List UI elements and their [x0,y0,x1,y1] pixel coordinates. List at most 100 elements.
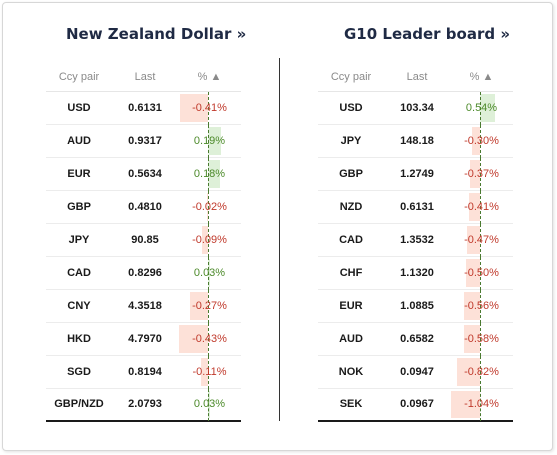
table-row[interactable]: CNY 4.3518 -0.27% [46,289,241,323]
last-price-cell: 0.9317 [112,124,178,158]
pct-change-cell: 0.03% [178,256,241,290]
zero-line [208,223,209,257]
pct-change-value: -0.43% [192,332,227,345]
ccy-pair-cell: AUD [46,124,112,158]
pct-change-value: -0.30% [464,134,499,147]
ccy-pair-cell: SGD [46,355,112,389]
table-header-row: Ccy pair Last % ▲ [46,63,241,92]
zero-line [208,256,209,290]
table-row[interactable]: CAD 1.3532 -0.47% [318,223,513,257]
header-ccy-pair[interactable]: Ccy pair [318,63,384,92]
positive-change-bar [208,159,221,188]
table-row[interactable]: JPY 90.85 -0.09% [46,223,241,257]
pct-change-value: -1.04% [464,398,499,411]
zero-line [208,124,209,158]
header-pct-sort[interactable]: % ▲ [178,63,241,92]
table-row[interactable]: NOK 0.0947 -0.82% [318,355,513,389]
zero-line [480,388,481,421]
ccy-pair-cell: CAD [46,256,112,290]
pct-change-cell: -0.27% [178,289,241,323]
table-row[interactable]: EUR 1.0885 -0.56% [318,289,513,323]
ccy-pair-cell: EUR [46,157,112,191]
table-row[interactable]: EUR 0.5634 0.18% [46,157,241,191]
positive-change-bar [480,93,496,122]
last-price-cell: 0.0947 [384,355,450,389]
last-price-cell: 1.0885 [384,289,450,323]
table-row[interactable]: NZD 0.6131 -0.41% [318,190,513,224]
table-row[interactable]: SGD 0.8194 -0.11% [46,355,241,389]
positive-change-bar [208,390,211,418]
last-price-cell: 90.85 [112,223,178,257]
pct-change-cell: -0.47% [450,223,513,257]
ccy-pair-cell: JPY [318,124,384,158]
table-row[interactable]: HKD 4.7970 -0.43% [46,322,241,356]
ccy-pair-cell: USD [318,91,384,125]
table-row[interactable]: JPY 148.18 -0.30% [318,124,513,158]
negative-change-bar [200,357,208,386]
table-row[interactable]: GBP 1.2749 -0.37% [318,157,513,191]
pct-change-cell: -0.09% [178,223,241,257]
negative-change-bar [451,390,480,418]
zero-line [208,388,209,421]
negative-change-bar [179,324,208,353]
last-price-cell: 148.18 [384,124,450,158]
table-row[interactable]: GBP 0.4810 -0.02% [46,190,241,224]
g10-panel-title-link[interactable]: G10 Leader board » [344,25,511,43]
negative-change-bar [466,258,480,287]
zero-line [480,124,481,158]
last-price-cell: 0.6131 [384,190,450,224]
last-price-cell: 4.7970 [112,322,178,356]
zero-line [480,223,481,257]
pct-change-cell: -1.04% [450,388,513,422]
header-ccy-pair[interactable]: Ccy pair [46,63,112,92]
negative-change-bar [468,192,480,221]
pct-change-value: -0.41% [192,101,227,114]
pct-change-value: -0.56% [464,299,499,312]
positive-change-bar [208,126,221,155]
last-price-cell: 1.2749 [384,157,450,191]
pct-change-value: -0.02% [192,200,227,213]
negative-change-bar [457,357,480,386]
zero-line [480,91,481,125]
table-row[interactable]: USD 0.6131 -0.41% [46,91,241,125]
ccy-pair-cell: GBP [318,157,384,191]
pct-change-value: 0.03% [193,266,226,279]
table-row[interactable]: AUD 0.9317 0.19% [46,124,241,158]
negative-change-bar [471,126,480,155]
header-pct-sort[interactable]: % ▲ [450,63,513,92]
pct-change-cell: -0.41% [178,91,241,125]
zero-line [480,190,481,224]
table-row[interactable]: SEK 0.0967 -1.04% [318,388,513,422]
table-row[interactable]: GBP/NZD 2.0793 0.03% [46,388,241,422]
nzd-panel-title-link[interactable]: New Zealand Dollar » [66,25,247,43]
ccy-pair-cell: GBP [46,190,112,224]
ccy-pair-cell: USD [46,91,112,125]
header-last[interactable]: Last [384,63,450,92]
pct-change-value: -0.11% [192,365,227,378]
pct-change-cell: 0.18% [178,157,241,191]
ccy-pair-cell: HKD [46,322,112,356]
header-last[interactable]: Last [112,63,178,92]
pct-change-cell: -0.30% [450,124,513,158]
pct-change-cell: 0.19% [178,124,241,158]
zero-line [480,256,481,290]
negative-change-bar [206,192,208,221]
pct-change-value: -0.09% [192,233,227,246]
table-header-row: Ccy pair Last % ▲ [318,63,513,92]
pct-change-value: -0.58% [464,332,499,345]
negative-change-bar [180,93,208,122]
zero-line [208,289,209,323]
ccy-pair-cell: CAD [318,223,384,257]
table-row[interactable]: CHF 1.1320 -0.50% [318,256,513,290]
pct-change-value: -0.27% [192,299,227,312]
zero-line [208,190,209,224]
panel-divider [279,58,280,421]
zero-line [480,289,481,323]
ccy-pair-cell: AUD [318,322,384,356]
nzd-rates-table: Ccy pair Last % ▲ USD 0.6131 -0.41% AUD 0.93… [46,63,241,422]
negative-change-bar [464,291,480,320]
table-row[interactable]: CAD 0.8296 0.03% [46,256,241,290]
negative-change-bar [469,159,480,188]
table-row[interactable]: USD 103.34 0.54% [318,91,513,125]
table-row[interactable]: AUD 0.6582 -0.58% [318,322,513,356]
